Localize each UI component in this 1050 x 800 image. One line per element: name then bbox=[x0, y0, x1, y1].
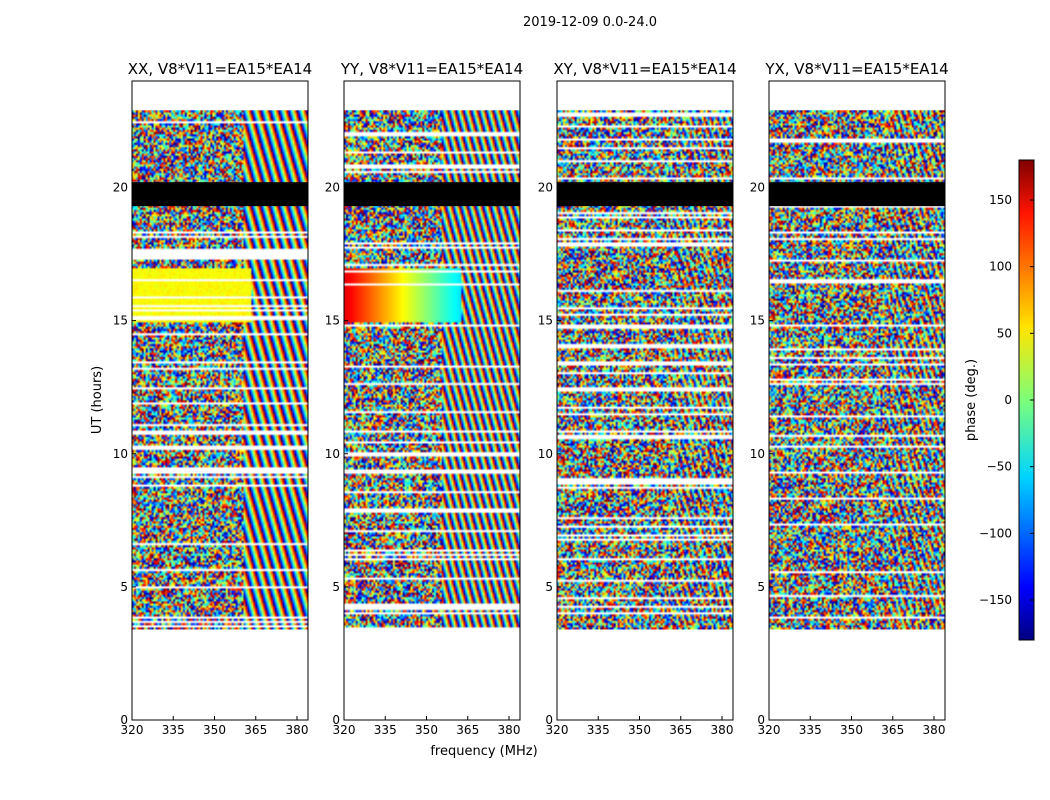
y-tick-label: 10 bbox=[538, 447, 553, 461]
y-tick-label: 15 bbox=[113, 314, 128, 328]
y-tick-label: 0 bbox=[545, 713, 553, 727]
panel-title: XX, V8*V11=EA15*EA14 bbox=[128, 60, 312, 78]
colorbar: −150 −100 −50 0 50 100 150 phase (deg.) bbox=[964, 159, 1035, 641]
x-tick-label: 335 bbox=[587, 723, 610, 737]
x-tick-label: 380 bbox=[286, 723, 309, 737]
x-tick-label: 320 bbox=[546, 723, 569, 737]
x-tick-label: 350 bbox=[415, 723, 438, 737]
y-tick-label: 10 bbox=[750, 447, 765, 461]
colorbar-ticks: −150 −100 −50 0 50 100 150 bbox=[979, 193, 1034, 607]
y-tick-label: 0 bbox=[120, 713, 128, 727]
y-tick-label: 15 bbox=[750, 314, 765, 328]
x-tick-label: 350 bbox=[203, 723, 226, 737]
y-tick-label: 20 bbox=[113, 181, 128, 195]
panel-3: XY, V8*V11=EA15*EA14 320 335 350 365 380 0 5 10 1… bbox=[538, 60, 737, 737]
x-tick-label: 380 bbox=[711, 723, 734, 737]
y-tick-label: 15 bbox=[325, 314, 340, 328]
panel-frame bbox=[343, 80, 521, 721]
suptitle: 2019-12-09 0.0-24.0 bbox=[523, 15, 657, 30]
panel-2: YY, V8*V11=EA15*EA14 320 335 350 365 380 0 5 10 1… bbox=[325, 60, 523, 737]
y-tick-label: 10 bbox=[113, 447, 128, 461]
colorbar-tick-label: 50 bbox=[997, 326, 1012, 340]
colorbar-tick-label: −150 bbox=[979, 593, 1012, 607]
x-tick-label: 320 bbox=[333, 723, 356, 737]
colorbar-tick-label: 0 bbox=[1004, 393, 1012, 407]
panel-frame bbox=[556, 80, 734, 721]
y-tick-label: 20 bbox=[538, 181, 553, 195]
panel-title: YX, V8*V11=EA15*EA14 bbox=[764, 60, 948, 78]
x-tick-label: 365 bbox=[881, 723, 904, 737]
x-tick-label: 350 bbox=[840, 723, 863, 737]
y-tick-label: 20 bbox=[750, 181, 765, 195]
x-tick-label: 320 bbox=[121, 723, 144, 737]
panel-1: XX, V8*V11=EA15*EA14 320 335 350 365 380 0 5 10 1… bbox=[113, 60, 313, 737]
flagged-band bbox=[132, 182, 308, 207]
panel-title: YY, V8*V11=EA15*EA14 bbox=[340, 60, 523, 78]
colorbar-label: phase (deg.) bbox=[964, 359, 979, 441]
panel-4: YX, V8*V11=EA15*EA14 320 335 350 365 380 0 5 10 1… bbox=[750, 60, 949, 737]
panel-frame bbox=[131, 80, 309, 721]
flagged-band bbox=[769, 182, 945, 207]
x-tick-label: 350 bbox=[628, 723, 651, 737]
panel-frame bbox=[768, 80, 946, 721]
x-axis-label: frequency (MHz) bbox=[430, 744, 537, 759]
y-tick-label: 15 bbox=[538, 314, 553, 328]
x-tick-label: 380 bbox=[498, 723, 521, 737]
y-tick-label: 5 bbox=[120, 580, 128, 594]
x-tick-label: 365 bbox=[669, 723, 692, 737]
colorbar-tick-label: 150 bbox=[989, 193, 1012, 207]
x-tick-label: 380 bbox=[923, 723, 946, 737]
y-axis-label: UT (hours) bbox=[90, 366, 105, 434]
colorbar-tick-label: −50 bbox=[987, 460, 1012, 474]
y-tick-label: 0 bbox=[332, 713, 340, 727]
x-tick-label: 335 bbox=[799, 723, 822, 737]
flagged-band bbox=[344, 182, 520, 207]
x-tick-label: 365 bbox=[456, 723, 479, 737]
y-tick-label: 5 bbox=[545, 580, 553, 594]
x-tick-label: 365 bbox=[244, 723, 267, 737]
y-tick-label: 10 bbox=[325, 447, 340, 461]
x-tick-label: 320 bbox=[758, 723, 781, 737]
y-tick-label: 20 bbox=[325, 181, 340, 195]
y-tick-label: 0 bbox=[757, 713, 765, 727]
panels-group: XX, V8*V11=EA15*EA14 320 335 350 365 380 0 5 10 1… bbox=[113, 60, 949, 737]
colorbar-tick-label: −100 bbox=[979, 526, 1012, 540]
colorbar-tick-label: 100 bbox=[989, 260, 1012, 274]
y-tick-label: 5 bbox=[757, 580, 765, 594]
x-tick-label: 335 bbox=[374, 723, 397, 737]
x-tick-label: 335 bbox=[162, 723, 185, 737]
flagged-band bbox=[557, 182, 733, 207]
panel-title: XY, V8*V11=EA15*EA14 bbox=[553, 60, 736, 78]
y-tick-label: 5 bbox=[332, 580, 340, 594]
